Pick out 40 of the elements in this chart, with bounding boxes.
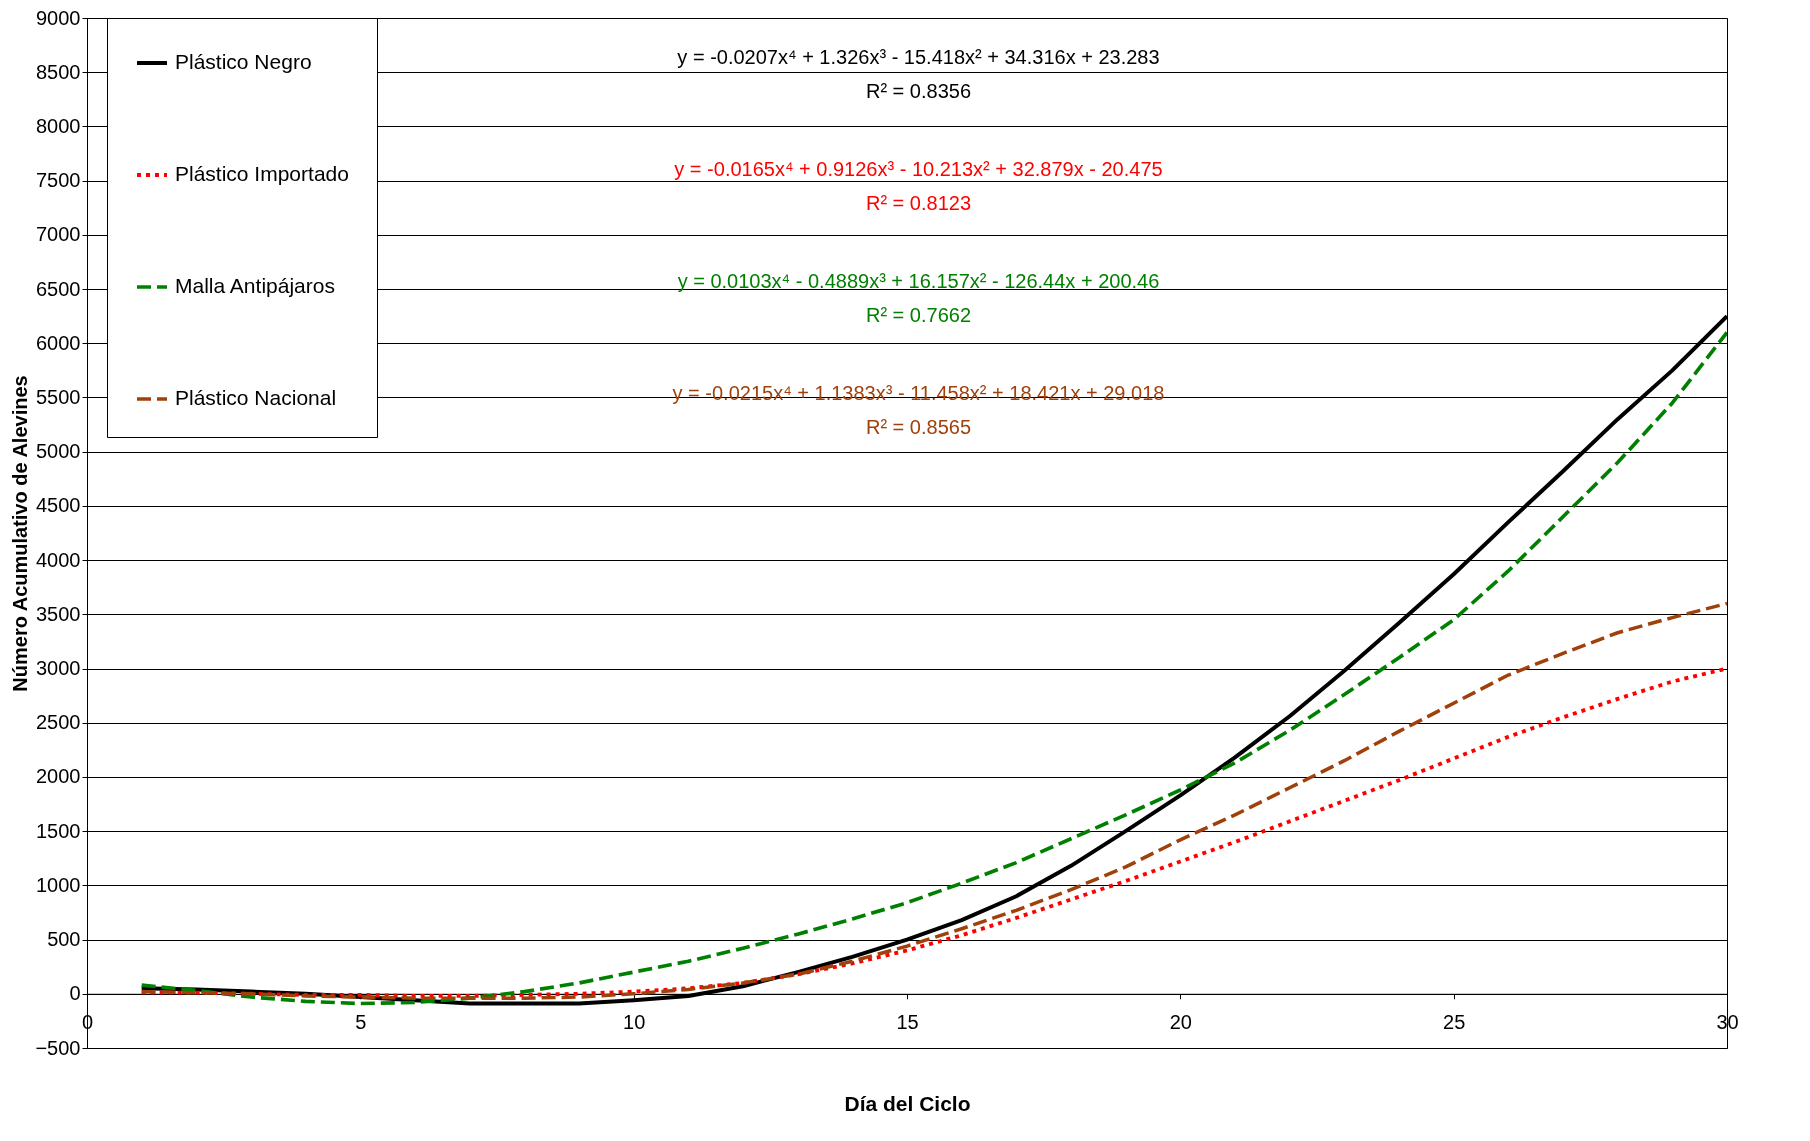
y-tick-label: 2500: [36, 711, 81, 734]
annotation: R² = 0.7662: [865, 304, 972, 326]
y-tick-label: 3500: [36, 602, 81, 625]
legend-label: Plástico Importado: [175, 162, 349, 185]
x-tick-label: 25: [1443, 1011, 1466, 1034]
y-tick-label: 3000: [36, 657, 81, 680]
annotation: y = -0.0207x⁴ + 1.326x³ - 15.418x² + 34.316x + 23.283: [677, 46, 1160, 68]
y-tick-label: 6500: [36, 277, 81, 300]
annotation: R² = 0.8565: [865, 416, 972, 438]
y-tick-label: 2000: [36, 765, 81, 788]
y-tick-label: 8500: [36, 60, 81, 83]
annotation: R² = 0.8123: [865, 192, 972, 214]
x-axis-title: Día del Ciclo: [844, 1091, 971, 1115]
y-axis-title: Número Acumulativo de Alevines: [9, 375, 32, 692]
legend-label: Plástico Nacional: [175, 386, 337, 409]
y-tick-label: 1500: [36, 819, 81, 842]
y-tick-label: 8000: [36, 114, 81, 137]
y-tick-label: 6000: [36, 331, 81, 354]
x-tick-label: 15: [896, 1011, 919, 1034]
line-series: [139, 601, 1727, 1000]
y-tick-label: 5500: [36, 385, 81, 408]
x-tick-label: 10: [623, 1011, 646, 1034]
y-tick-label: 9000: [36, 6, 81, 29]
y-tick-label: 4500: [36, 494, 81, 517]
y-tick-label: 4000: [36, 548, 81, 571]
legend-label: Plástico Negro: [175, 50, 312, 73]
y-tick-label: 7500: [36, 169, 81, 192]
y-tick-label: 7000: [36, 223, 81, 246]
y-tick-label: −500: [35, 1036, 81, 1059]
y-tick-label: 1000: [36, 873, 81, 896]
y-tick-label: 0: [69, 982, 81, 1005]
annotation: R² = 0.8356: [865, 80, 972, 102]
y-tick-label: 500: [47, 928, 81, 951]
legend-label: Malla Antipájaros: [175, 274, 335, 297]
x-tick-label: 5: [355, 1011, 367, 1034]
annotation: y = -0.0165x⁴ + 0.9126x³ - 10.213x² + 32.879x - 20.475: [674, 158, 1163, 180]
y-tick-label: 5000: [36, 440, 81, 463]
annotation: y = 0.0103x⁴ - 0.4889x³ + 16.157x² - 126.44x + 200.46: [677, 270, 1160, 292]
line-series: [139, 666, 1727, 998]
x-tick-label: 20: [1169, 1011, 1192, 1034]
